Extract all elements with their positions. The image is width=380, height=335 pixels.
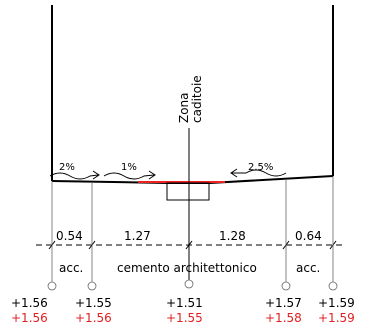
dimension-1: 0.54 — [56, 229, 83, 243]
slope-center: 1% — [103, 162, 156, 180]
elevation-2-black: +1.55 — [75, 296, 112, 310]
dimension-2: 1.27 — [124, 229, 151, 243]
slope-label-left: 2% — [59, 162, 75, 173]
zone-label-line1: Zona — [177, 92, 191, 123]
elevation-marker-3 — [184, 279, 194, 289]
drain-box — [166, 182, 210, 201]
elevation-marker-5 — [328, 281, 338, 291]
slope-left: 2% — [49, 162, 100, 180]
elevation-3-black: +1.51 — [166, 296, 203, 310]
elevation-4-black: +1.57 — [265, 296, 302, 310]
material-left: acc. — [59, 261, 83, 275]
zone-label: Zona caditoie — [177, 75, 204, 123]
dimension-4: 0.64 — [295, 229, 322, 243]
material-center: cemento architettonico — [117, 261, 257, 275]
elevation-3-red: +1.55 — [166, 311, 203, 325]
elevation-marker-1 — [47, 281, 57, 291]
slope-label-right: 2.5% — [248, 162, 273, 173]
slope-label-center: 1% — [121, 162, 137, 173]
zone-label-line2: caditoie — [190, 75, 204, 123]
elevation-marker-2 — [87, 281, 97, 291]
dimension-3: 1.28 — [219, 229, 246, 243]
elevation-1-black: +1.56 — [11, 296, 48, 310]
elevation-5-black: +1.59 — [318, 296, 355, 310]
elevation-2-red: +1.56 — [75, 311, 112, 325]
elevation-1-red: +1.56 — [11, 311, 48, 325]
elevation-5-red: +1.59 — [318, 311, 355, 325]
material-right: acc. — [296, 261, 320, 275]
elevation-4-red: +1.58 — [265, 311, 302, 325]
slope-right: 2.5% — [230, 162, 287, 178]
elevation-marker-4 — [281, 281, 291, 291]
